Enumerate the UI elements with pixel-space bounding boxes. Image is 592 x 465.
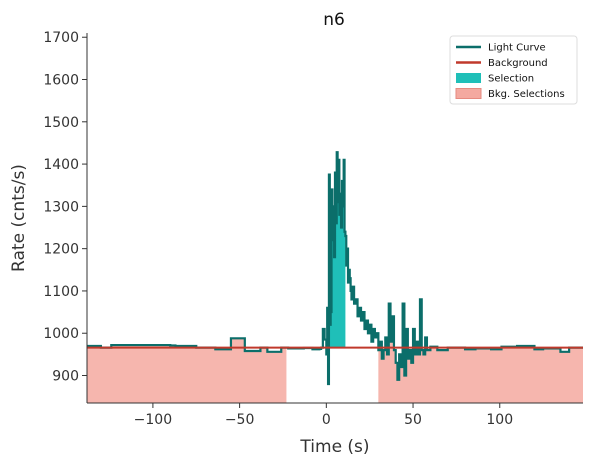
legend: Light Curve Background Selection Bkg. Selec… [449,35,578,105]
x-ticks: −100 −50 0 50 100 [134,403,513,428]
x-tick-label: −100 [134,412,172,428]
y-tick-label: 1200 [43,242,79,258]
chart-title: n6 [323,10,345,30]
y-tick-label: 1500 [43,115,79,131]
y-ticks: 900 1000 1100 1200 1300 1400 1500 1600 1700 [43,30,87,385]
y-axis-label: Rate (cnts/s) [9,164,29,272]
x-tick-label: −50 [225,412,255,428]
light-curve-line [87,151,583,386]
legend-swatch [456,73,481,83]
y-tick-label: 1000 [43,326,79,342]
axes [86,33,583,404]
series-layer [87,151,583,386]
y-tick-label: 1400 [43,157,79,173]
legend-label: Background [488,58,548,69]
x-tick-label: 0 [322,412,331,428]
legend-label: Light Curve [488,43,546,54]
x-tick-label: 100 [486,412,513,428]
legend-label: Bkg. Selections [488,89,565,100]
y-tick-label: 1300 [43,199,79,215]
bkg-selection-layer [87,299,583,403]
y-tick-label: 1100 [43,284,79,300]
y-tick-label: 1700 [43,30,79,46]
x-axis-label: Time (s) [299,437,369,457]
y-tick-label: 1600 [43,73,79,89]
legend-box [449,35,578,105]
y-tick-label: 900 [52,369,79,385]
x-tick-label: 50 [404,412,422,428]
bkg-selection-region-0 [87,338,287,403]
bkg-selection-region-1 [378,299,583,403]
legend-swatch [455,88,482,99]
legend-label: Selection [488,74,534,85]
